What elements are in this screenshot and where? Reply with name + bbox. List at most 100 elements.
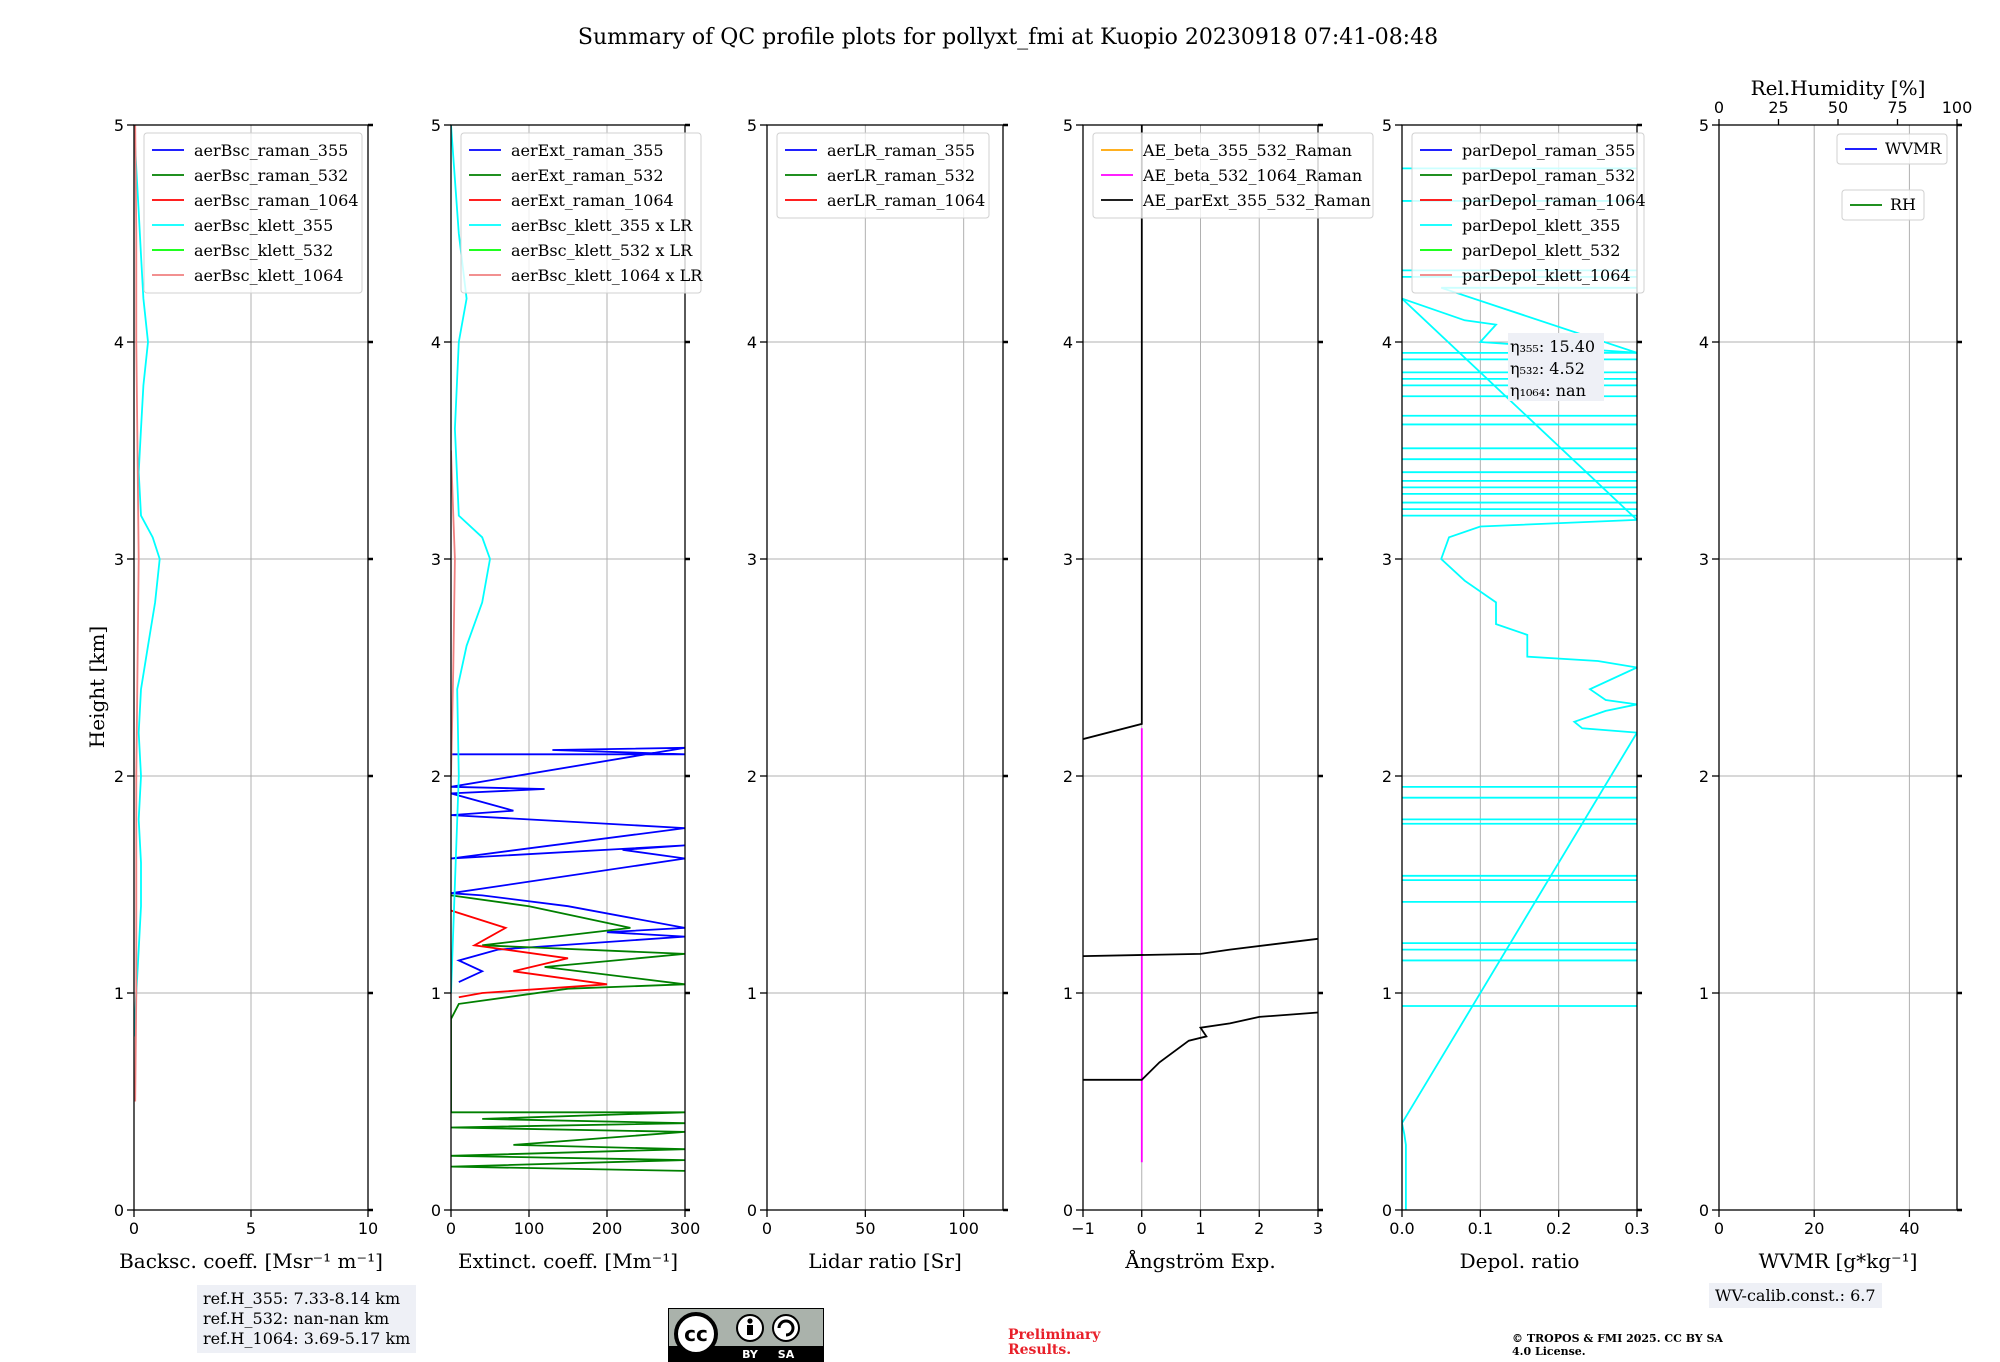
y-tick-label: 2 bbox=[1382, 767, 1392, 786]
legend-box bbox=[776, 132, 990, 219]
x-tick-label: 0 bbox=[129, 1219, 139, 1238]
legend-label: RH bbox=[1890, 195, 1916, 214]
legend-label: parDepol_klett_532 bbox=[1462, 241, 1620, 260]
y-tick-label: 5 bbox=[1382, 116, 1392, 135]
x-tick-label: 0 bbox=[1137, 1219, 1147, 1238]
annotation-text: η₅₃₂: 4.52 bbox=[1510, 359, 1585, 378]
legend: AE_beta_355_532_Raman AE_beta_532_1064_Ra… bbox=[1092, 132, 1374, 219]
axes-frame bbox=[1401, 124, 1638, 1211]
y-tick-label: 3 bbox=[1699, 550, 1709, 569]
series-aerBsc_klett_355 bbox=[134, 125, 161, 1037]
series-AE_parExt_355_532_Raman bbox=[1083, 1011, 1318, 1081]
axes-frame bbox=[1082, 124, 1319, 1211]
preliminary-results-note: Preliminary Results. bbox=[1008, 1327, 1101, 1358]
legend-box bbox=[1411, 132, 1645, 294]
x-tick-label: 5 bbox=[246, 1219, 256, 1238]
legend-box bbox=[1092, 132, 1374, 219]
x-tick-label: 0.1 bbox=[1468, 1219, 1493, 1238]
series-aerBsc_klett_1064 bbox=[134, 125, 140, 1102]
y-tick-label: 5 bbox=[1699, 116, 1709, 135]
x-tick-label: 0 bbox=[762, 1219, 772, 1238]
y-tick-label: 0 bbox=[431, 1201, 441, 1220]
y-tick-label: 4 bbox=[1699, 333, 1709, 352]
y-tick-label: 4 bbox=[1382, 333, 1392, 352]
y-axis-label: Height [km] bbox=[85, 626, 109, 748]
legend-box bbox=[1841, 189, 1925, 221]
series-parDepol_klett_355 bbox=[1402, 286, 1637, 1210]
y-tick-label: 3 bbox=[747, 550, 757, 569]
legend-label: aerExt_raman_355 bbox=[511, 141, 664, 160]
series-group bbox=[1083, 125, 1318, 1163]
legend-label: aerBsc_klett_355 x LR bbox=[511, 216, 693, 235]
legend-label: aerLR_raman_355 bbox=[827, 141, 975, 160]
y-tick-label: 0 bbox=[114, 1201, 124, 1220]
y-tick-label: 4 bbox=[1063, 333, 1073, 352]
y-tick-label: 5 bbox=[747, 116, 757, 135]
x-tick-label: 50 bbox=[855, 1219, 875, 1238]
ref-height-355: ref.H_355: 7.33-8.14 km bbox=[203, 1289, 401, 1308]
series-AE_parExt_355_532_Raman bbox=[1083, 125, 1143, 740]
x-tick-label: 0.3 bbox=[1624, 1219, 1649, 1238]
top-x-axis-label: Rel.Humidity [%] bbox=[1751, 76, 1926, 100]
series-group bbox=[1402, 167, 1637, 1210]
series-aerExt_raman_1064 bbox=[451, 909, 608, 999]
axes-frame bbox=[1718, 124, 1958, 1211]
legend-label: aerLR_raman_1064 bbox=[827, 191, 985, 210]
legend-label: parDepol_klett_355 bbox=[1462, 216, 1620, 235]
series-aerExt_raman_355 bbox=[451, 746, 685, 983]
y-tick-label: 1 bbox=[1063, 984, 1073, 1003]
x-tick-label: 0.0 bbox=[1389, 1219, 1414, 1238]
panel-5: 0.0 0.1 0.2 0.3 0 1 2 3 4 5 Depol. ratio parDepol_r… bbox=[1382, 116, 1650, 1273]
series-aerExt_raman_532 bbox=[451, 894, 685, 1172]
y-tick-label: 1 bbox=[1382, 984, 1392, 1003]
y-tick-label: 3 bbox=[114, 550, 124, 569]
x-tick-label: 10 bbox=[358, 1219, 378, 1238]
cc-by-text: BY bbox=[742, 1348, 759, 1361]
cc-sa-text: SA bbox=[778, 1348, 795, 1361]
legend-label: aerBsc_raman_355 bbox=[194, 141, 348, 160]
series-aerBsc_klett_1064 x LR bbox=[451, 450, 456, 777]
x-tick-label: −1 bbox=[1071, 1219, 1095, 1238]
legend: aerExt_raman_355 aerExt_raman_532 aerExt_r… bbox=[460, 132, 703, 294]
axes-frame bbox=[766, 124, 1004, 1211]
axes-frame bbox=[450, 124, 686, 1211]
y-tick-label: 3 bbox=[431, 550, 441, 569]
x-tick-label: 200 bbox=[592, 1219, 623, 1238]
legend-label: aerBsc_raman_1064 bbox=[194, 191, 359, 210]
ref-height-1064: ref.H_1064: 3.69-5.17 km bbox=[203, 1329, 411, 1348]
y-tick-label: 1 bbox=[114, 984, 124, 1003]
x-tick-label: 40 bbox=[1899, 1219, 1919, 1238]
legend-label: aerBsc_klett_1064 bbox=[194, 266, 343, 285]
legend-label: WVMR bbox=[1885, 139, 1942, 158]
y-tick-label: 1 bbox=[431, 984, 441, 1003]
top-x-tick-label: 0 bbox=[1714, 98, 1724, 117]
top-x-tick-label: 100 bbox=[1942, 98, 1973, 117]
cc-logo-text: cc bbox=[684, 1322, 708, 1346]
x-axis-label: Depol. ratio bbox=[1460, 1249, 1580, 1273]
y-tick-label: 3 bbox=[1063, 550, 1073, 569]
eta-annotation: η₃₅₅: 15.40 η₅₃₂: 4.52 η₁₀₆₄: nan bbox=[1508, 333, 1604, 401]
legend-box bbox=[1836, 133, 1948, 165]
y-tick-label: 0 bbox=[747, 1201, 757, 1220]
legend-WVMR: WVMR bbox=[1836, 133, 1948, 165]
legend-label: aerBsc_klett_532 x LR bbox=[511, 241, 693, 260]
legend-box bbox=[143, 132, 363, 294]
x-tick-label: 0 bbox=[446, 1219, 456, 1238]
x-axis-label: Extinct. coeff. [Mm⁻¹] bbox=[458, 1249, 678, 1273]
legend-label: parDepol_raman_1064 bbox=[1462, 191, 1646, 210]
legend-label: AE_parExt_355_532_Raman bbox=[1142, 191, 1371, 210]
legend-RH: RH bbox=[1841, 189, 1925, 221]
x-axis-label: Ångström Exp. bbox=[1124, 1248, 1275, 1273]
y-tick-label: 5 bbox=[114, 116, 124, 135]
reference-heights-box: ref.H_355: 7.33-8.14 km ref.H_532: nan-n… bbox=[197, 1285, 417, 1353]
x-tick-label: 100 bbox=[514, 1219, 545, 1238]
figure-title: Summary of QC profile plots for pollyxt_… bbox=[578, 25, 1438, 50]
x-tick-label: 2 bbox=[1254, 1219, 1264, 1238]
x-tick-label: 3 bbox=[1313, 1219, 1323, 1238]
y-tick-label: 2 bbox=[114, 767, 124, 786]
y-tick-label: 2 bbox=[1699, 767, 1709, 786]
y-tick-label: 0 bbox=[1063, 1201, 1073, 1220]
